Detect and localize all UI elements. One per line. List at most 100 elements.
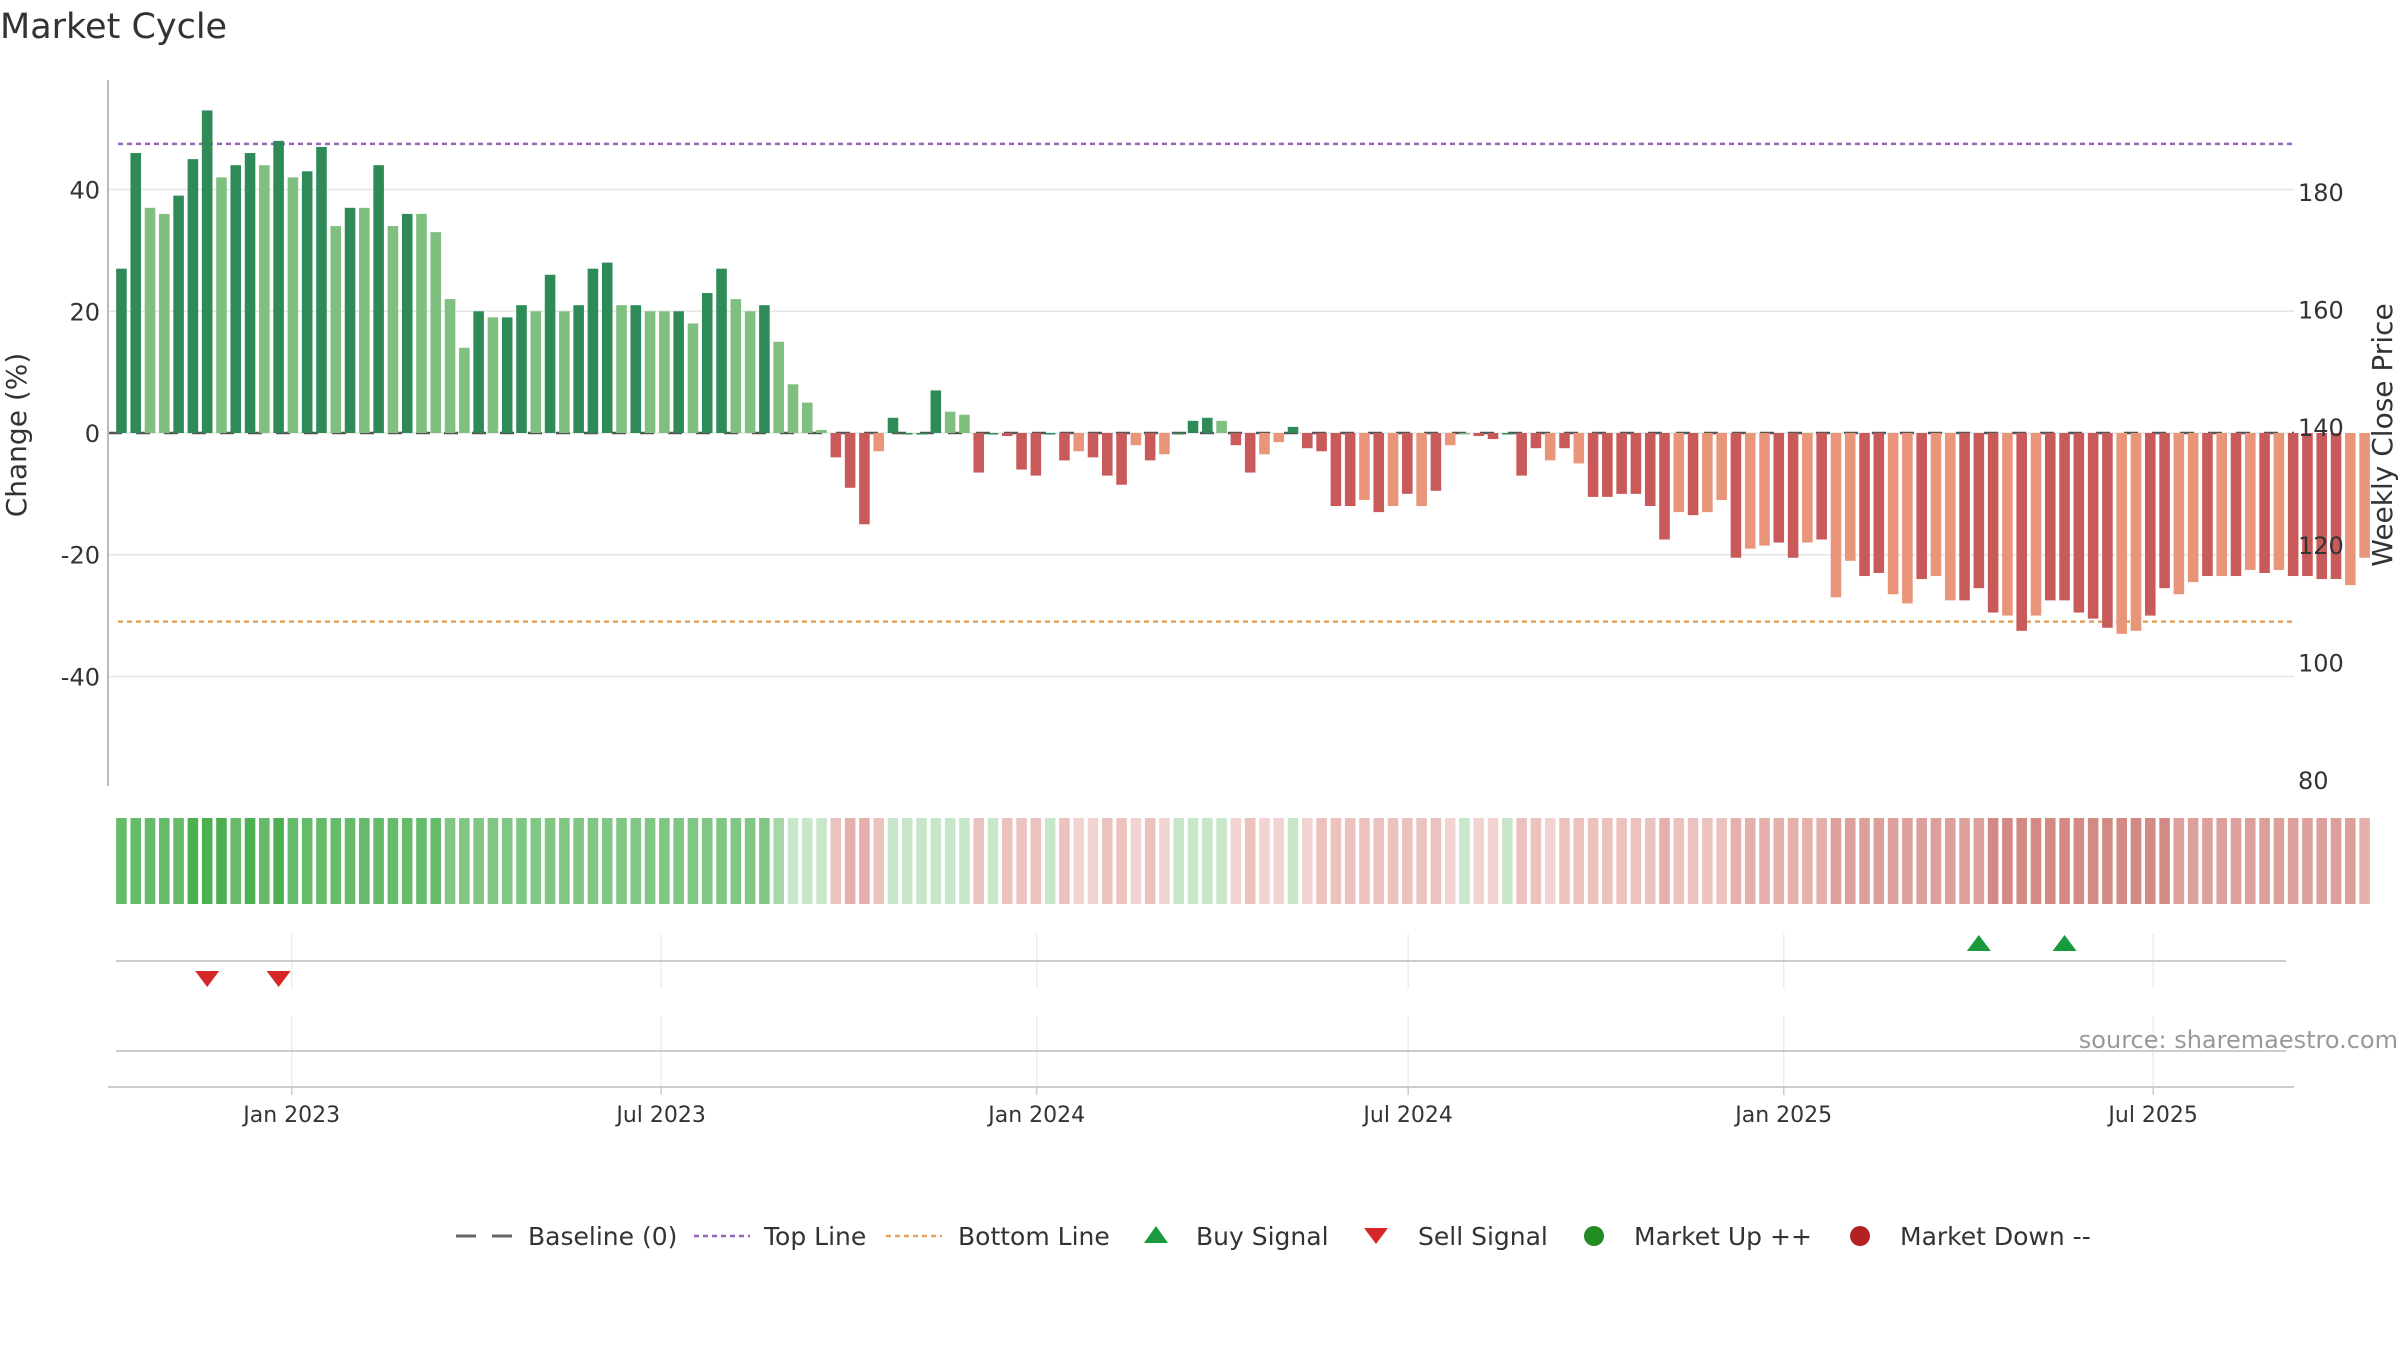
change-bar <box>1616 433 1627 494</box>
change-bar <box>2145 433 2156 616</box>
strength-cell <box>630 818 642 904</box>
change-bar <box>2073 433 2085 613</box>
change-bar <box>1602 433 1613 497</box>
strength-cell <box>1587 818 1599 904</box>
change-bar <box>201 110 213 434</box>
strength-cell <box>2330 818 2342 904</box>
legend-market-down-swatch <box>1850 1226 1870 1246</box>
strength-cell <box>1173 818 1185 904</box>
change-bar <box>1959 433 1970 601</box>
strength-cell <box>2273 818 2285 904</box>
strength-cell <box>801 818 813 904</box>
change-bar <box>1059 433 1070 461</box>
strength-cell <box>616 818 627 904</box>
change-bar <box>1487 433 1499 440</box>
change-bar <box>1387 433 1399 507</box>
change-bar <box>1830 433 1842 598</box>
change-bar <box>1116 433 1127 485</box>
strength-cell <box>901 818 913 904</box>
strength-cell <box>1730 818 1742 904</box>
strength-cell <box>544 818 556 904</box>
strength-cell <box>273 818 284 904</box>
change-bar <box>1673 433 1685 513</box>
strength-cell <box>1630 818 1642 904</box>
strength-cell <box>459 818 470 904</box>
strength-cell <box>1644 818 1656 904</box>
strength-cell <box>1373 818 1385 904</box>
change-bar <box>301 171 313 434</box>
strength-cell <box>1387 818 1399 904</box>
change-bar <box>887 417 899 433</box>
strength-cell <box>1030 818 1042 904</box>
strength-cell <box>1516 818 1527 904</box>
change-bar <box>1873 433 1885 573</box>
strength-cell <box>1959 818 1970 904</box>
strength-cell <box>1102 818 1113 904</box>
change-bar <box>587 268 599 433</box>
strength-cell <box>530 818 542 904</box>
signal-panel <box>116 934 2286 988</box>
strength-cell <box>1502 818 1513 904</box>
strength-cell <box>1144 818 1156 904</box>
source-label: source: sharemaestro.com <box>2079 1026 2398 1054</box>
y2-tick-label: 180 <box>2298 179 2344 207</box>
change-bar <box>173 195 184 433</box>
change-bar <box>844 433 856 488</box>
change-bar <box>1259 433 1270 455</box>
change-bar <box>716 268 727 433</box>
x-tick-label: Jan 2024 <box>986 1103 1085 1128</box>
strength-cell <box>1073 818 1085 904</box>
strength-cell <box>344 818 356 904</box>
strength-cell <box>501 818 513 904</box>
change-bar <box>1016 433 1027 470</box>
change-bar <box>1073 433 1085 452</box>
change-bar <box>273 140 284 434</box>
strength-cell <box>844 818 856 904</box>
strength-cell <box>1244 818 1256 904</box>
legend-label: Baseline (0) <box>528 1222 677 1251</box>
change-bar <box>1644 433 1656 507</box>
strength-cell <box>201 818 213 904</box>
change-bar <box>1244 433 1256 473</box>
strength-cell <box>2159 818 2170 904</box>
y2-tick-label: 80 <box>2298 767 2329 795</box>
strength-cell <box>887 818 899 904</box>
strength-cell <box>187 818 199 904</box>
change-bar <box>2216 433 2228 577</box>
strength-cell <box>259 818 270 904</box>
strength-cell <box>1616 818 1627 904</box>
change-bar <box>1144 433 1156 461</box>
strength-cell <box>701 818 713 904</box>
strength-cell <box>387 818 399 904</box>
change-bar <box>1316 433 1327 452</box>
change-bar <box>1516 433 1527 476</box>
legend-label: Bottom Line <box>958 1222 1110 1251</box>
strength-cell <box>1744 818 1756 904</box>
strength-cell <box>1273 818 1285 904</box>
change-bar <box>1030 433 1042 476</box>
change-bar <box>387 226 399 433</box>
change-bar <box>1902 433 1913 604</box>
strength-cell <box>830 818 842 904</box>
strength-cell <box>2216 818 2228 904</box>
change-bar <box>1973 433 1985 589</box>
change-bar <box>1544 433 1556 461</box>
change-bar <box>344 207 356 433</box>
strength-strip <box>116 818 2370 904</box>
change-bar <box>2330 433 2342 580</box>
strength-cell <box>2102 818 2113 904</box>
y-tick-label: 40 <box>69 177 100 205</box>
change-bar <box>244 153 256 433</box>
change-bar <box>487 317 499 433</box>
change-bar <box>230 165 242 433</box>
change-bar <box>2044 433 2056 601</box>
strength-cell <box>130 818 142 904</box>
change-bar <box>2202 433 2213 577</box>
change-bar <box>1202 417 1213 433</box>
strength-cell <box>1987 818 1999 904</box>
change-bar <box>1359 433 1370 500</box>
strength-cell <box>1202 818 1213 904</box>
y2-tick-label: 100 <box>2298 649 2344 677</box>
buy-signal-marker <box>1966 935 1991 951</box>
